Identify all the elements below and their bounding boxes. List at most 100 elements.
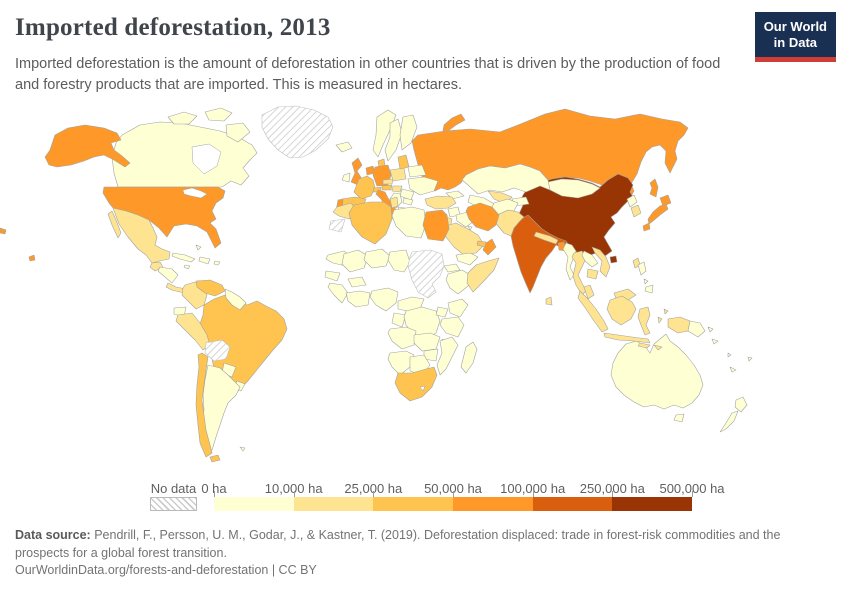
country-canada[interactable] — [167, 111, 198, 125]
country-angola[interactable] — [387, 326, 417, 350]
country-namibia[interactable] — [387, 350, 415, 376]
country-bahamas[interactable] — [195, 244, 202, 251]
country-niger[interactable] — [363, 248, 391, 269]
country-canada[interactable] — [225, 122, 251, 143]
country-western-sahara[interactable] — [328, 218, 346, 233]
country-sweden[interactable] — [384, 118, 403, 162]
country-russia[interactable] — [649, 178, 659, 198]
country-papua-new-guinea[interactable] — [707, 326, 714, 333]
country-mali[interactable] — [341, 249, 369, 273]
country-poland[interactable] — [389, 167, 407, 182]
country-north-korea[interactable] — [626, 194, 638, 208]
country-china[interactable] — [609, 255, 618, 264]
country-philippines[interactable] — [637, 261, 647, 276]
country-burkina-faso[interactable] — [347, 276, 367, 288]
country-puerto-rico[interactable] — [213, 260, 221, 266]
country-australia[interactable] — [673, 413, 685, 423]
country-eritrea-djibouti[interactable] — [443, 263, 461, 273]
country-indonesia[interactable] — [657, 316, 663, 324]
country-japan[interactable] — [659, 194, 672, 207]
country-chile[interactable] — [195, 352, 213, 458]
country-indonesia[interactable] — [603, 332, 651, 344]
country-kuwait[interactable] — [467, 225, 473, 231]
country-guinea[interactable] — [327, 282, 349, 304]
country-saudi-arabia[interactable] — [441, 222, 485, 256]
country-honduras-nicaragua[interactable] — [157, 266, 179, 284]
country-mongolia[interactable] — [547, 178, 601, 199]
country-philippines[interactable] — [643, 278, 649, 285]
country-venezuela[interactable] — [195, 279, 226, 297]
country-new-caledonia[interactable] — [729, 366, 737, 373]
country-czechia[interactable] — [382, 178, 394, 185]
country-nepal-bhutan[interactable] — [533, 231, 559, 245]
country-united-states[interactable] — [28, 254, 36, 262]
country-somalia[interactable] — [466, 257, 500, 293]
legend-bin-swatch-6[interactable] — [612, 497, 692, 511]
country-indonesia[interactable] — [663, 308, 669, 315]
country-vietnam[interactable] — [591, 246, 611, 278]
country-india[interactable] — [510, 214, 570, 294]
country-ukraine[interactable] — [407, 176, 439, 196]
legend-bin-swatch-3[interactable] — [373, 497, 453, 511]
country-fiji[interactable] — [747, 356, 753, 362]
country-falkland-islands[interactable] — [239, 446, 246, 452]
country-chile[interactable] — [209, 454, 221, 463]
country-baltic-states[interactable] — [397, 154, 410, 170]
country-indonesia[interactable] — [606, 295, 637, 326]
country-uae-qatar[interactable] — [476, 240, 487, 248]
legend-no-data-swatch[interactable] — [150, 497, 197, 511]
country-japan[interactable] — [642, 222, 651, 232]
country-algeria[interactable] — [348, 201, 393, 245]
country-hispaniola[interactable] — [198, 256, 211, 265]
country-indonesia[interactable] — [577, 290, 609, 333]
country-argentina[interactable] — [201, 364, 241, 454]
country-united-states[interactable] — [44, 124, 131, 168]
country-vanuatu[interactable] — [727, 352, 732, 358]
country-south-korea[interactable] — [630, 204, 642, 218]
legend-bin-swatch-1[interactable] — [214, 497, 294, 511]
country-russia[interactable] — [442, 113, 466, 132]
country-mozambique[interactable] — [436, 336, 459, 376]
country-congo-gabon[interactable] — [391, 312, 407, 328]
country-south-africa[interactable] — [394, 366, 438, 402]
country-france[interactable] — [353, 175, 376, 200]
country-laos[interactable] — [581, 250, 599, 268]
country-turkey[interactable] — [424, 195, 457, 210]
country-oman[interactable] — [482, 238, 497, 256]
country-bulgaria[interactable] — [402, 197, 414, 206]
country-finland[interactable] — [399, 114, 418, 151]
country-united-states[interactable] — [0, 227, 7, 235]
country-australia[interactable] — [610, 333, 704, 410]
country-kazakhstan[interactable] — [461, 163, 551, 195]
country-new-zealand[interactable] — [719, 410, 739, 433]
country-tanzania[interactable] — [439, 316, 465, 338]
country-canada[interactable] — [204, 107, 233, 122]
country-belarus[interactable] — [407, 164, 427, 178]
legend-bin-swatch-5[interactable] — [532, 497, 613, 511]
country-papua-new-guinea[interactable] — [687, 320, 706, 338]
country-solomon-islands[interactable] — [711, 338, 719, 345]
country-philippines[interactable] — [644, 284, 654, 294]
country-pakistan[interactable] — [493, 209, 525, 237]
country-chad[interactable] — [387, 249, 411, 273]
country-uganda[interactable] — [435, 306, 449, 318]
country-bolivia[interactable] — [204, 339, 231, 362]
country-guyana-suriname[interactable] — [224, 288, 247, 311]
country-ireland[interactable] — [341, 172, 351, 183]
country-senegal[interactable] — [324, 270, 341, 282]
country-japan[interactable] — [647, 203, 669, 225]
country-cambodia[interactable] — [586, 268, 599, 280]
country-zambia[interactable] — [413, 332, 441, 352]
country-indonesia[interactable] — [637, 306, 651, 336]
country-ethiopia[interactable] — [445, 269, 473, 295]
country-romania[interactable] — [399, 188, 415, 201]
country-libya[interactable] — [391, 206, 427, 239]
country-iceland[interactable] — [335, 141, 353, 153]
country-greenland[interactable] — [261, 105, 334, 159]
country-malaysia[interactable] — [583, 284, 595, 300]
country-austria[interactable] — [381, 184, 393, 191]
country-indonesia[interactable] — [667, 316, 691, 334]
country-sri-lanka[interactable] — [545, 296, 553, 306]
country-tunisia[interactable] — [389, 196, 399, 209]
country-iran[interactable] — [465, 202, 500, 232]
